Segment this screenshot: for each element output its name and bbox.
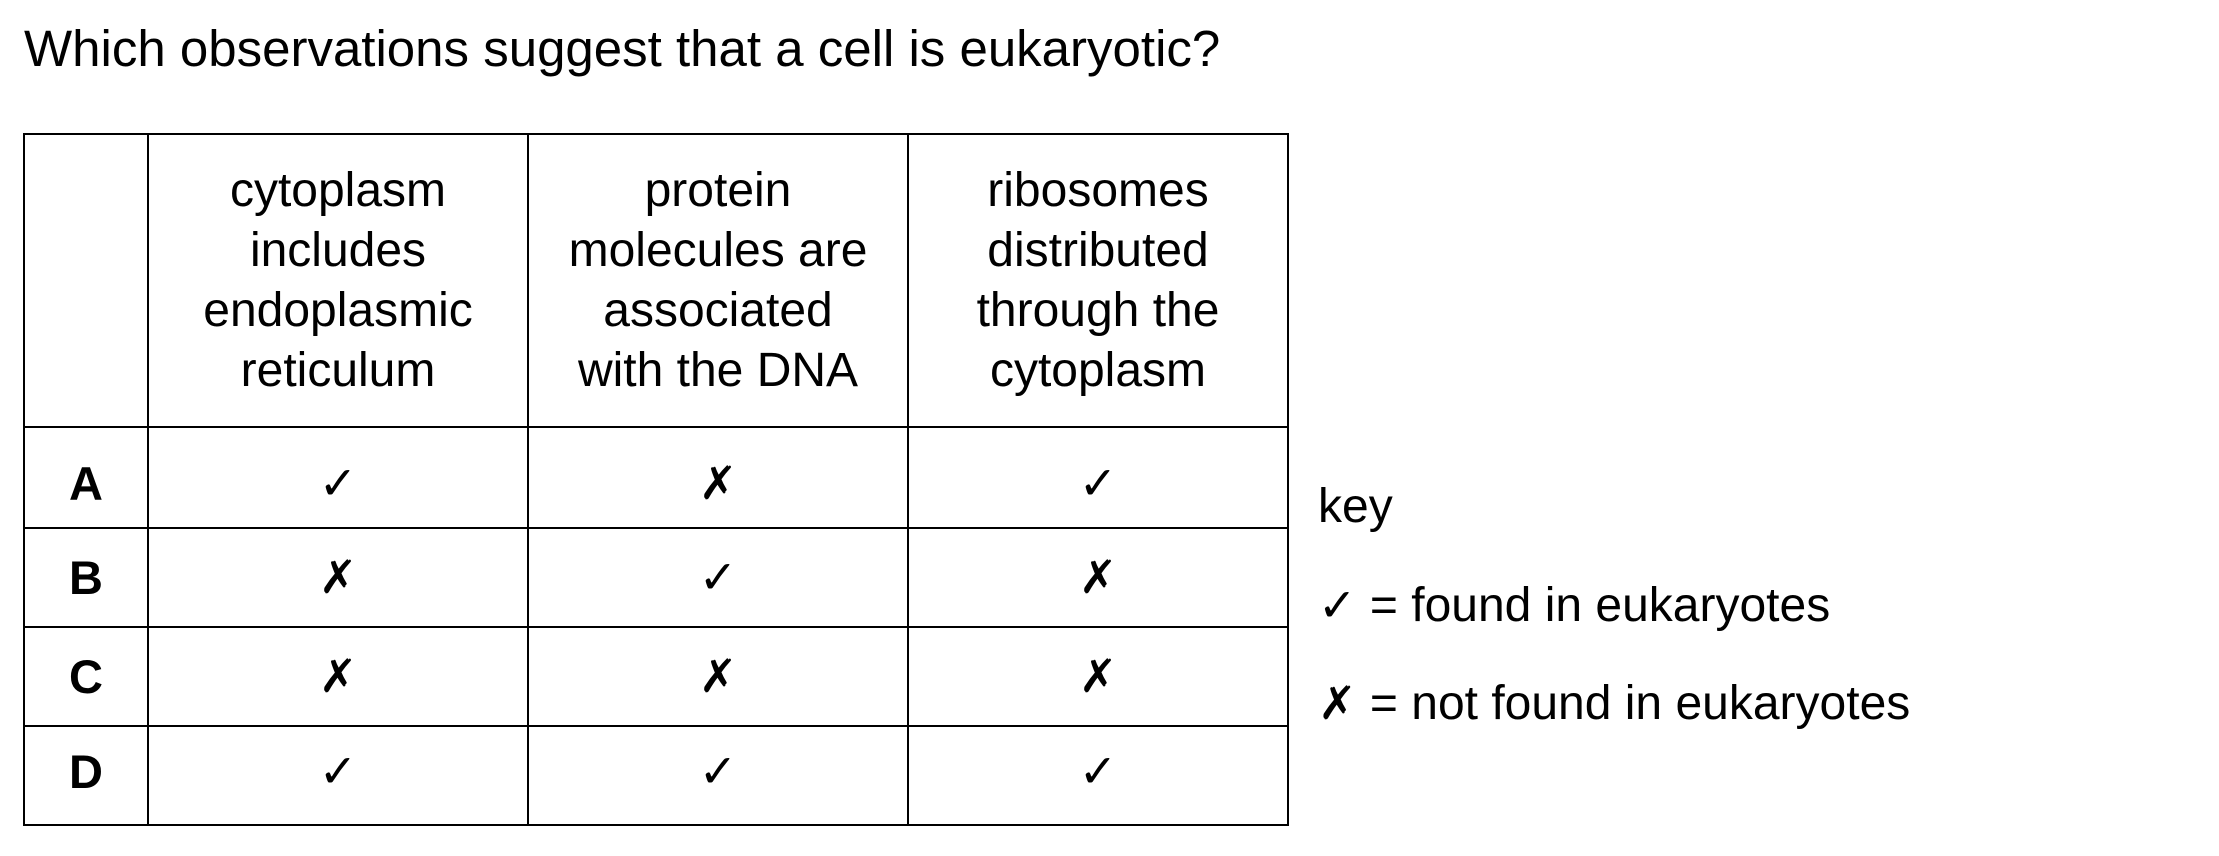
key-found-line: ✓ = found in eukaryotes [1318, 556, 1910, 654]
mark-cell: ✗ [528, 427, 908, 528]
cross-icon: ✗ [319, 550, 358, 604]
mark-cell: ✓ [528, 528, 908, 627]
mark-cell: ✗ [528, 627, 908, 726]
header-protein-dna: protein molecules are associated with th… [528, 134, 908, 427]
header-corner-cell [24, 134, 148, 427]
cross-icon: ✗ [699, 456, 738, 510]
mark-cell: ✓ [148, 427, 528, 528]
header-endoplasmic-reticulum: cytoplasm includes endoplasmic reticulum [148, 134, 528, 427]
mark-cell: ✗ [148, 627, 528, 726]
check-icon: ✓ [699, 550, 738, 604]
key-title: key [1318, 458, 1910, 556]
check-icon: ✓ [1079, 744, 1118, 798]
check-icon: ✓ [319, 456, 358, 510]
mark-cell: ✓ [528, 726, 908, 825]
cross-icon: ✗ [1318, 676, 1357, 730]
mark-cell: ✗ [908, 528, 1288, 627]
cross-icon: ✗ [1079, 550, 1118, 604]
key-not-found-line: ✗ = not found in eukaryotes [1318, 654, 1910, 752]
table-row-d: D ✓ ✓ ✓ [24, 726, 1288, 825]
header-row: cytoplasm includes endoplasmic reticulum… [24, 134, 1288, 427]
check-icon: ✓ [1318, 578, 1357, 632]
row-label: C [24, 627, 148, 726]
check-icon: ✓ [1079, 456, 1118, 510]
key-not-found-text: = not found in eukaryotes [1357, 677, 1911, 730]
row-label: D [24, 726, 148, 825]
key-legend: key ✓ = found in eukaryotes ✗ = not foun… [1318, 458, 1910, 752]
cross-icon: ✗ [319, 649, 358, 703]
key-found-text: = found in eukaryotes [1357, 579, 1831, 632]
cross-icon: ✗ [1079, 649, 1118, 703]
mark-cell: ✓ [908, 427, 1288, 528]
mark-cell: ✓ [908, 726, 1288, 825]
check-icon: ✓ [319, 744, 358, 798]
question-text: Which observations suggest that a cell i… [24, 14, 1220, 84]
table-row-b: B ✗ ✓ ✗ [24, 528, 1288, 627]
cross-icon: ✗ [699, 649, 738, 703]
mark-cell: ✗ [148, 528, 528, 627]
mark-cell: ✗ [908, 627, 1288, 726]
observations-table: cytoplasm includes endoplasmic reticulum… [23, 133, 1289, 826]
row-label: B [24, 528, 148, 627]
table-row-a: A ✓ ✗ ✓ [24, 427, 1288, 528]
table-row-c: C ✗ ✗ ✗ [24, 627, 1288, 726]
row-label: A [24, 427, 148, 528]
header-ribosomes: ribosomes distributed through the cytopl… [908, 134, 1288, 427]
check-icon: ✓ [699, 744, 738, 798]
mark-cell: ✓ [148, 726, 528, 825]
